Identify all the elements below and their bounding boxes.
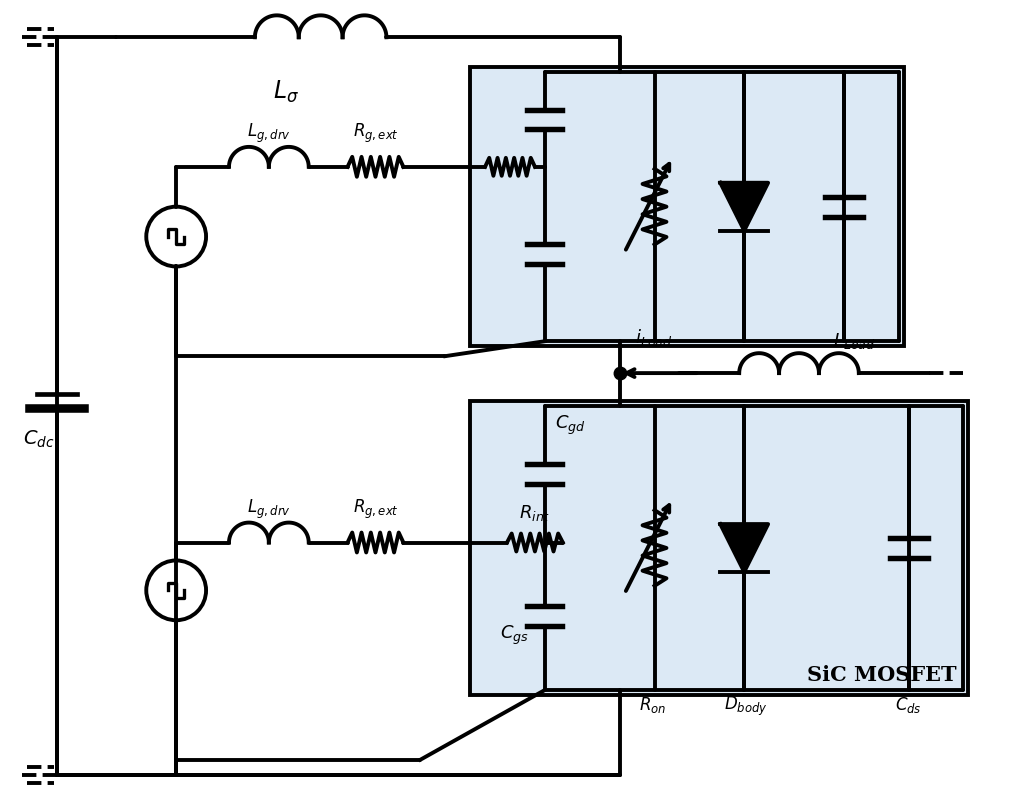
Text: $L_{Load}$: $L_{Load}$ <box>832 331 875 351</box>
Text: $R_{g,ext}$: $R_{g,ext}$ <box>353 497 399 521</box>
Bar <box>470 401 969 695</box>
Text: $L_{g,drv}$: $L_{g,drv}$ <box>247 497 291 521</box>
Text: $L_{g,drv}$: $L_{g,drv}$ <box>247 122 291 145</box>
Text: $L_{\sigma}$: $L_{\sigma}$ <box>273 79 299 105</box>
Polygon shape <box>721 524 768 572</box>
Text: $C_{ds}$: $C_{ds}$ <box>895 695 923 715</box>
Polygon shape <box>721 183 768 231</box>
Bar <box>470 67 904 346</box>
Text: $R_{g,ext}$: $R_{g,ext}$ <box>353 122 399 145</box>
Text: $C_{dc}$: $C_{dc}$ <box>23 429 54 450</box>
Text: $C_{gd}$: $C_{gd}$ <box>555 414 585 437</box>
Text: $R_{int}$: $R_{int}$ <box>520 502 550 522</box>
Text: $C_{gs}$: $C_{gs}$ <box>500 624 529 647</box>
Text: $R_{on}$: $R_{on}$ <box>639 695 666 715</box>
Text: $D_{body}$: $D_{body}$ <box>725 695 768 718</box>
Text: $i_{Load}$: $i_{Load}$ <box>634 327 672 348</box>
Text: SiC MOSFET: SiC MOSFET <box>807 665 956 685</box>
